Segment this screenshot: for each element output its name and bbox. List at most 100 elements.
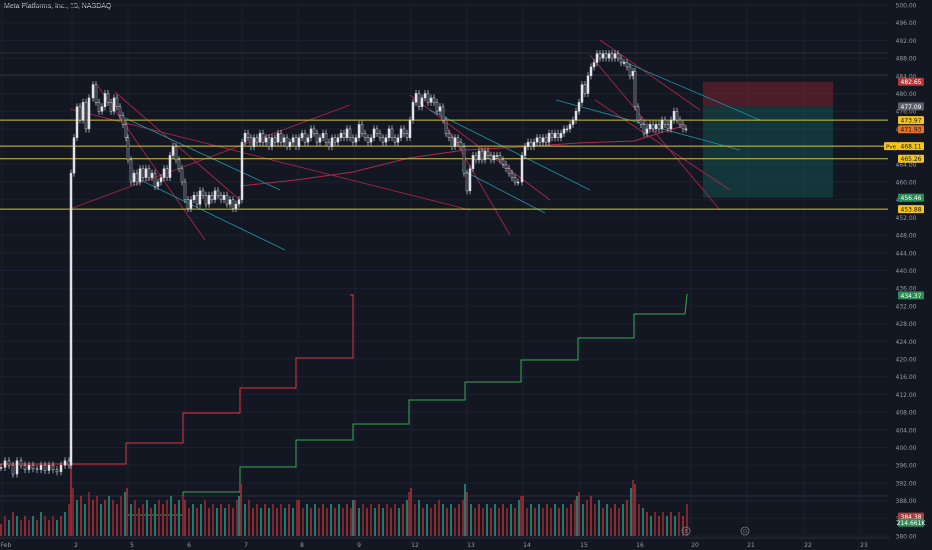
candle-body	[642, 124, 646, 134]
volume-bar	[84, 504, 86, 536]
candle-body	[186, 199, 190, 209]
volume-bar	[138, 508, 140, 536]
volume-bar	[410, 488, 412, 536]
price-label-tag	[898, 518, 924, 527]
candle-body	[577, 102, 581, 112]
candle-body	[592, 62, 596, 68]
volume-bar	[542, 508, 544, 536]
price-label-tag	[898, 193, 924, 202]
volume-bar	[482, 508, 484, 536]
volume-bar	[614, 504, 616, 536]
volume-bar	[188, 508, 190, 536]
volume-bar	[398, 508, 400, 536]
time-axis[interactable]: Feb 2 5 6 7 8 9 12 13 14 15 16 20 21 22 23	[0, 537, 890, 549]
candle-body	[327, 141, 331, 147]
price-tick-label: 500.00	[896, 3, 917, 10]
volume-bar	[630, 488, 632, 536]
candle-body	[639, 119, 643, 125]
candle-body	[498, 155, 502, 161]
event-marker-circle[interactable]	[681, 526, 691, 536]
volume-bar	[434, 504, 436, 536]
candle-body	[483, 150, 487, 161]
volume-bar	[260, 508, 262, 536]
volume-bar	[28, 520, 30, 536]
price-tick-label: 420.00	[896, 357, 917, 364]
candle-body	[87, 97, 91, 130]
event-marker-text: D	[743, 529, 747, 535]
event-marker-circle[interactable]	[740, 526, 750, 536]
candle-body	[414, 93, 418, 103]
trend-line-teal	[555, 99, 741, 151]
volume-bar	[526, 508, 528, 536]
candle-body	[541, 137, 545, 143]
candle-body	[180, 168, 184, 183]
volume-bar	[446, 508, 448, 536]
volume-bar	[166, 500, 168, 536]
volume-bar	[402, 504, 404, 536]
candle-body	[138, 168, 142, 183]
volume-bar	[590, 496, 592, 536]
candle-body	[243, 133, 247, 143]
candle-body	[342, 133, 346, 138]
price-axis[interactable]: 500.00 496.00 492.00 488.00 484.00 480.00 476.…	[888, 0, 932, 550]
candle-body	[589, 66, 593, 77]
candle-body	[390, 128, 394, 138]
price-tick-label: 476.00	[896, 109, 917, 116]
candle-body	[399, 128, 403, 138]
volume-bar	[120, 496, 122, 536]
volume-bar	[674, 516, 676, 536]
candle-body	[124, 124, 128, 138]
volume-bar	[520, 496, 522, 536]
volume-bar	[518, 500, 520, 536]
candle-body	[63, 460, 67, 466]
candle-body	[565, 128, 569, 131]
candle-body	[378, 133, 382, 138]
volume-bar	[252, 508, 254, 536]
volume-bar	[212, 504, 214, 536]
candle-body	[681, 124, 685, 130]
volume-bar	[184, 500, 186, 536]
candle-body	[267, 137, 271, 147]
candle-body	[547, 133, 551, 143]
date-tick-label: 12	[411, 542, 419, 549]
candle-body	[595, 53, 599, 63]
volume-bar	[134, 500, 136, 536]
price-tick-label: 480.00	[896, 91, 917, 98]
candle-body	[357, 124, 361, 138]
candle-body	[583, 84, 587, 94]
price-label-tag	[898, 291, 924, 300]
volume-bar	[558, 508, 560, 536]
volume-bar	[276, 508, 278, 536]
volume-bar	[192, 504, 194, 536]
volume-bar	[52, 516, 54, 536]
candle-body	[189, 199, 193, 209]
volume-bar	[296, 500, 298, 536]
volume-bar	[80, 496, 82, 536]
volume-bar	[478, 504, 480, 536]
trend-line-teal	[124, 117, 281, 191]
volume-bar	[264, 504, 266, 536]
volume-bar	[108, 496, 110, 536]
price-tick-label: 392.00	[896, 480, 917, 487]
volume-bar	[662, 512, 664, 536]
volume-bar	[314, 504, 316, 536]
candle-body	[366, 137, 370, 143]
candle-body	[183, 181, 187, 200]
volume-bar	[394, 504, 396, 536]
volume-bar	[374, 508, 376, 536]
volume-bar	[302, 508, 304, 536]
price-tick-label: 460.00	[896, 180, 917, 187]
volume-bar	[284, 508, 286, 536]
grid-layer	[0, 4, 890, 537]
candle-body	[447, 133, 451, 138]
price-tick-label: 440.00	[896, 268, 917, 275]
volume-bar	[244, 504, 246, 536]
candle-body	[201, 190, 205, 196]
volume-bar	[112, 500, 114, 536]
candle-body	[225, 195, 229, 205]
volume-bar	[16, 516, 18, 536]
volume-bar	[248, 500, 250, 536]
volume-bar	[56, 520, 58, 536]
